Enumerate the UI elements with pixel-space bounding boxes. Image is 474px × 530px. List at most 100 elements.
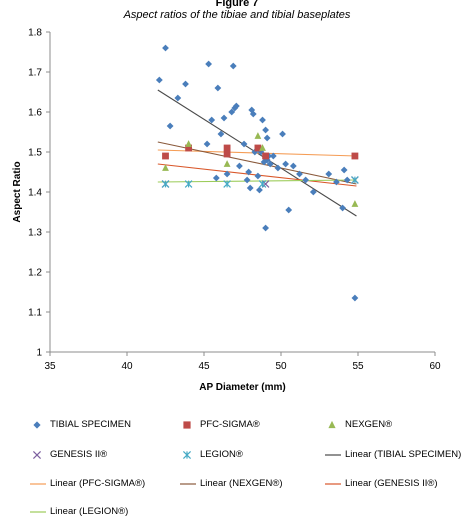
data-point — [261, 180, 270, 188]
series-group — [162, 132, 359, 207]
y-tick-label: 1.1 — [28, 308, 42, 319]
data-point — [351, 200, 359, 207]
legend-marker — [183, 421, 191, 429]
data-point — [223, 150, 231, 158]
data-point — [162, 152, 169, 160]
y-tick-label: 1.7 — [28, 68, 42, 79]
data-point — [325, 170, 333, 178]
data-point — [263, 134, 271, 142]
y-tick-label: 1.8 — [28, 28, 42, 39]
data-point — [182, 80, 189, 88]
legend-marker — [33, 421, 41, 429]
data-point — [208, 116, 216, 124]
data-point — [162, 44, 169, 52]
data-point — [243, 176, 251, 184]
data-point — [309, 188, 317, 196]
data-point — [254, 132, 262, 139]
x-tick-label: 60 — [429, 361, 441, 372]
legend-swatch — [30, 511, 46, 513]
y-tick-label: 1.6 — [28, 108, 42, 119]
legend-label: NEXGEN® — [345, 419, 393, 430]
data-point — [185, 144, 192, 152]
figure-label: Figure 7 — [215, 0, 259, 9]
y-tick-label: 1.2 — [28, 268, 42, 279]
data-point — [285, 206, 293, 214]
legend-label: GENESIS II® — [50, 449, 108, 460]
y-axis-title: Aspect Ratio — [12, 161, 23, 222]
data-point — [343, 176, 351, 184]
legend-label: Linear (GENESIS II®) — [345, 478, 438, 489]
series-group — [155, 44, 359, 302]
data-point — [260, 158, 268, 166]
data-point — [333, 178, 340, 186]
data-point — [184, 180, 193, 188]
data-point — [223, 180, 231, 188]
data-point — [266, 160, 274, 168]
data-point — [249, 110, 257, 118]
data-point — [351, 294, 359, 302]
data-point — [155, 76, 163, 84]
data-point — [269, 152, 277, 160]
legend-label: Linear (NEXGEN®) — [200, 478, 283, 489]
legend-label: LEGION® — [200, 449, 243, 460]
x-tick-label: 40 — [121, 361, 133, 372]
data-point — [166, 122, 174, 130]
data-point — [262, 152, 269, 160]
legend-marker — [182, 450, 192, 460]
legend-label: TIBIAL SPECIMEN — [50, 419, 131, 430]
data-point — [185, 140, 192, 147]
data-point — [339, 204, 346, 212]
data-point — [223, 170, 231, 178]
data-point — [236, 162, 243, 170]
x-tick-label: 45 — [198, 361, 210, 372]
legend-label: Linear (PFC-SIGMA®) — [50, 478, 146, 489]
data-point — [282, 160, 290, 168]
y-tick-label: 1.4 — [28, 188, 42, 199]
series-group — [162, 144, 359, 160]
data-point — [162, 164, 169, 171]
data-point — [174, 94, 182, 102]
legend-swatch — [325, 454, 341, 456]
y-tick-label: 1.5 — [28, 148, 42, 159]
legend-label: Linear (LEGION®) — [50, 506, 129, 517]
data-point — [274, 164, 282, 172]
x-tick-label: 55 — [352, 361, 364, 372]
data-point — [161, 180, 170, 188]
data-point — [258, 180, 267, 188]
trendline — [157, 179, 357, 183]
data-point — [259, 116, 266, 124]
data-point — [223, 144, 231, 152]
x-axis-title: AP Diameter (mm) — [199, 382, 286, 393]
data-point — [340, 166, 348, 174]
x-tick-label: 50 — [275, 361, 287, 372]
data-point — [256, 186, 263, 194]
legend-marker — [328, 420, 336, 429]
data-point — [232, 102, 240, 110]
data-point — [240, 140, 248, 148]
x-tick-label: 35 — [44, 361, 56, 372]
data-point — [205, 60, 213, 68]
legend-swatch — [183, 421, 191, 429]
data-point — [212, 174, 220, 182]
series-group — [161, 176, 359, 188]
data-point — [351, 176, 359, 184]
legend-swatch — [182, 450, 192, 460]
data-point — [289, 162, 297, 170]
data-point — [223, 160, 231, 167]
data-point — [262, 126, 269, 134]
legend-swatch — [33, 421, 41, 429]
data-point — [296, 170, 303, 178]
data-point — [245, 168, 253, 176]
legend-swatch — [328, 420, 336, 429]
data-point — [214, 84, 222, 92]
data-point — [279, 130, 286, 138]
data-point — [217, 130, 225, 138]
legend-swatch — [325, 483, 341, 485]
legend-label: Linear (TIBIAL SPECIMEN) — [345, 449, 462, 460]
data-point — [262, 224, 269, 232]
legend-swatch — [32, 450, 42, 460]
data-point — [246, 184, 254, 192]
data-point — [351, 152, 359, 160]
data-point — [229, 62, 237, 70]
legend-swatch — [180, 483, 196, 485]
